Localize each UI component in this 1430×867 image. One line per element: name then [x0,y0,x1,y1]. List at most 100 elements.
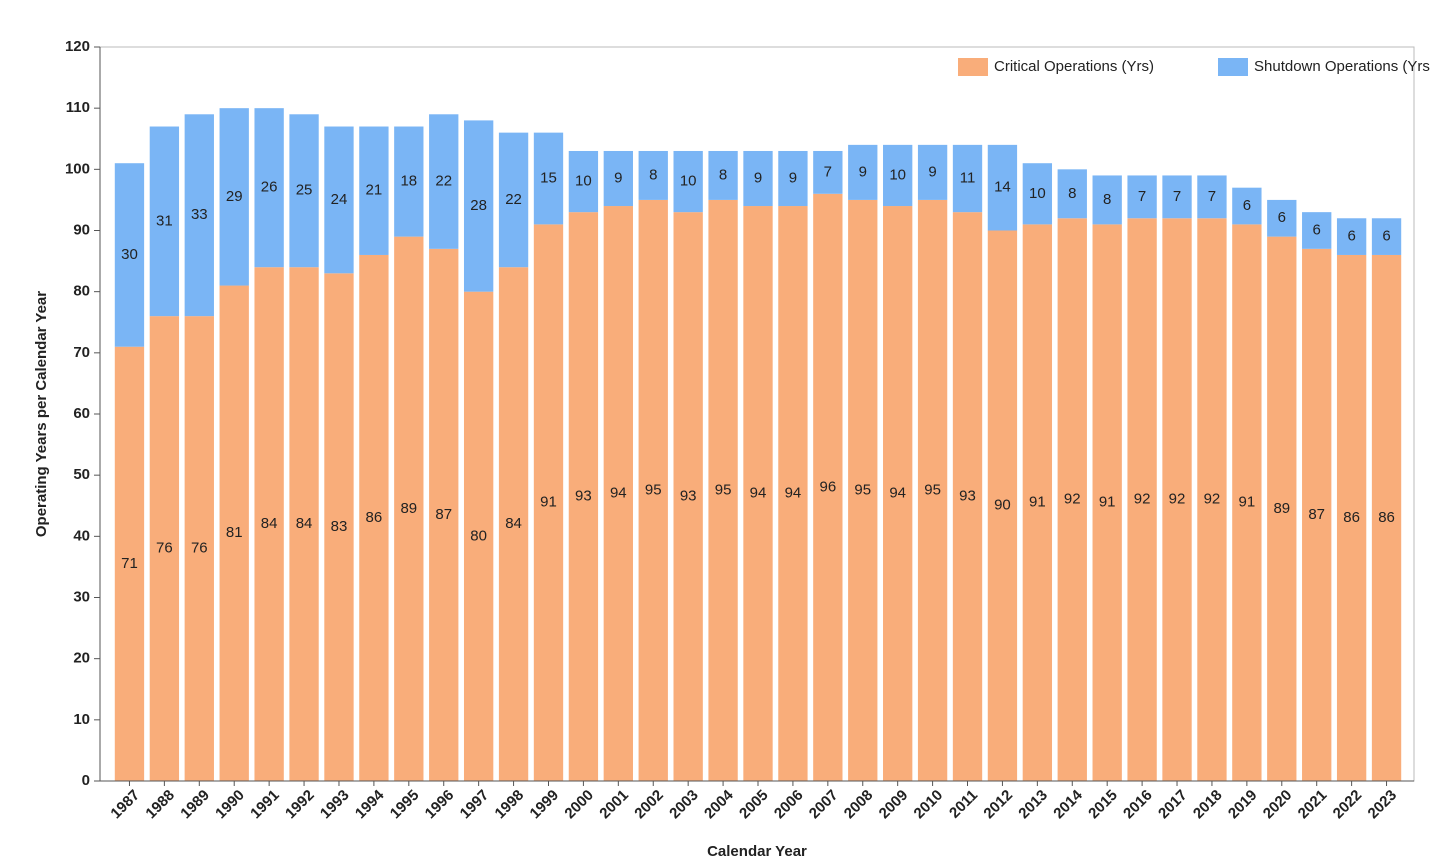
bar-segment [219,285,249,781]
bar-segment [254,267,284,781]
bar-segment [1057,169,1087,219]
value-label: 8 [649,166,657,183]
bar-segment [324,273,354,781]
bar-segment [1197,175,1227,219]
value-label: 95 [715,481,732,498]
x-tick-label: 2005 [736,787,772,823]
bar-segment [1302,248,1332,782]
value-label: 94 [750,484,767,501]
value-label: 80 [470,527,487,544]
bar-segment [917,144,948,200]
bar-segment [743,150,773,207]
bar-segment [778,206,808,782]
bar-segment [1232,224,1262,782]
bar-segment [603,206,633,782]
x-tick-label: 2001 [596,787,632,823]
bar-segment [463,291,494,781]
value-label: 94 [610,484,627,501]
value-label: 95 [854,481,871,498]
bar-segment [568,212,599,781]
value-label: 86 [366,509,383,526]
bar-segment [359,126,389,255]
x-tick-label: 2010 [911,787,947,823]
value-label: 6 [1313,221,1321,238]
value-label: 95 [924,481,941,498]
bar-segment [1092,175,1122,225]
x-tick-label: 2000 [561,787,597,823]
bar-segment [708,150,738,200]
bar-segment [568,150,599,213]
x-tick-label: 2019 [1225,787,1261,823]
value-label: 30 [121,246,138,263]
value-label: 25 [296,182,313,199]
bar-segment [1162,175,1192,219]
bar-segment [254,108,284,268]
value-label: 76 [156,540,173,557]
x-tick-label: 2011 [946,787,981,822]
value-label: 92 [1064,491,1081,508]
bar-segment [1127,218,1157,781]
x-tick-label: 1996 [422,787,458,823]
value-label: 6 [1243,197,1251,214]
y-axis-title: Operating Years per Calendar Year [33,291,50,537]
value-label: 10 [575,173,592,190]
value-label: 7 [1173,188,1181,205]
y-tick-label: 50 [73,466,90,483]
bar-segment [952,144,983,213]
value-label: 21 [366,182,383,199]
bar-segment [1267,199,1297,237]
bar-segment [883,206,913,782]
x-tick-label: 1991 [247,787,283,823]
value-label: 91 [1099,494,1116,511]
x-tick-label: 2002 [631,787,667,823]
bar-segment [778,150,808,207]
value-label: 91 [1239,494,1256,511]
y-tick-label: 0 [82,772,90,789]
value-label: 22 [435,173,452,190]
value-label: 93 [959,488,976,505]
bar-segment [289,267,319,781]
value-label: 6 [1347,228,1355,245]
value-label: 31 [156,212,173,229]
bar-segment [743,206,773,782]
value-label: 92 [1204,491,1221,508]
bar-segment [673,212,703,781]
value-label: 86 [1343,509,1360,526]
x-tick-label: 1997 [457,787,493,823]
x-tick-label: 2014 [1050,786,1086,822]
bar-segment [813,150,843,194]
bar-segment [429,248,459,782]
bar-segment [1267,236,1297,781]
x-tick-label: 2015 [1085,787,1121,823]
x-tick-label: 1993 [317,787,353,823]
value-label: 7 [1208,188,1216,205]
bar-segment [1092,224,1122,782]
value-label: 9 [859,163,867,180]
value-label: 93 [680,488,697,505]
y-tick-label: 20 [73,650,90,667]
legend-swatch [1218,58,1248,76]
value-label: 18 [400,173,417,190]
y-tick-label: 30 [73,588,90,605]
value-label: 96 [819,478,836,495]
bar-segment [603,150,633,207]
x-tick-label: 2013 [1015,787,1051,823]
x-tick-label: 1988 [142,787,178,823]
x-tick-label: 2009 [876,787,912,823]
y-tick-label: 90 [73,221,90,238]
bar-segment [1022,224,1053,782]
value-label: 8 [719,166,727,183]
value-label: 9 [789,169,797,186]
value-label: 71 [121,555,138,572]
value-label: 91 [1029,494,1046,511]
x-tick-label: 1999 [527,787,563,823]
bar-segment [673,150,703,213]
bar-segment [324,126,354,274]
x-tick-label: 1992 [282,787,318,823]
value-label: 24 [331,191,348,208]
value-label: 84 [296,515,313,532]
value-label: 9 [754,169,762,186]
bar-segment [1022,163,1053,225]
bar-segment [1127,175,1157,219]
